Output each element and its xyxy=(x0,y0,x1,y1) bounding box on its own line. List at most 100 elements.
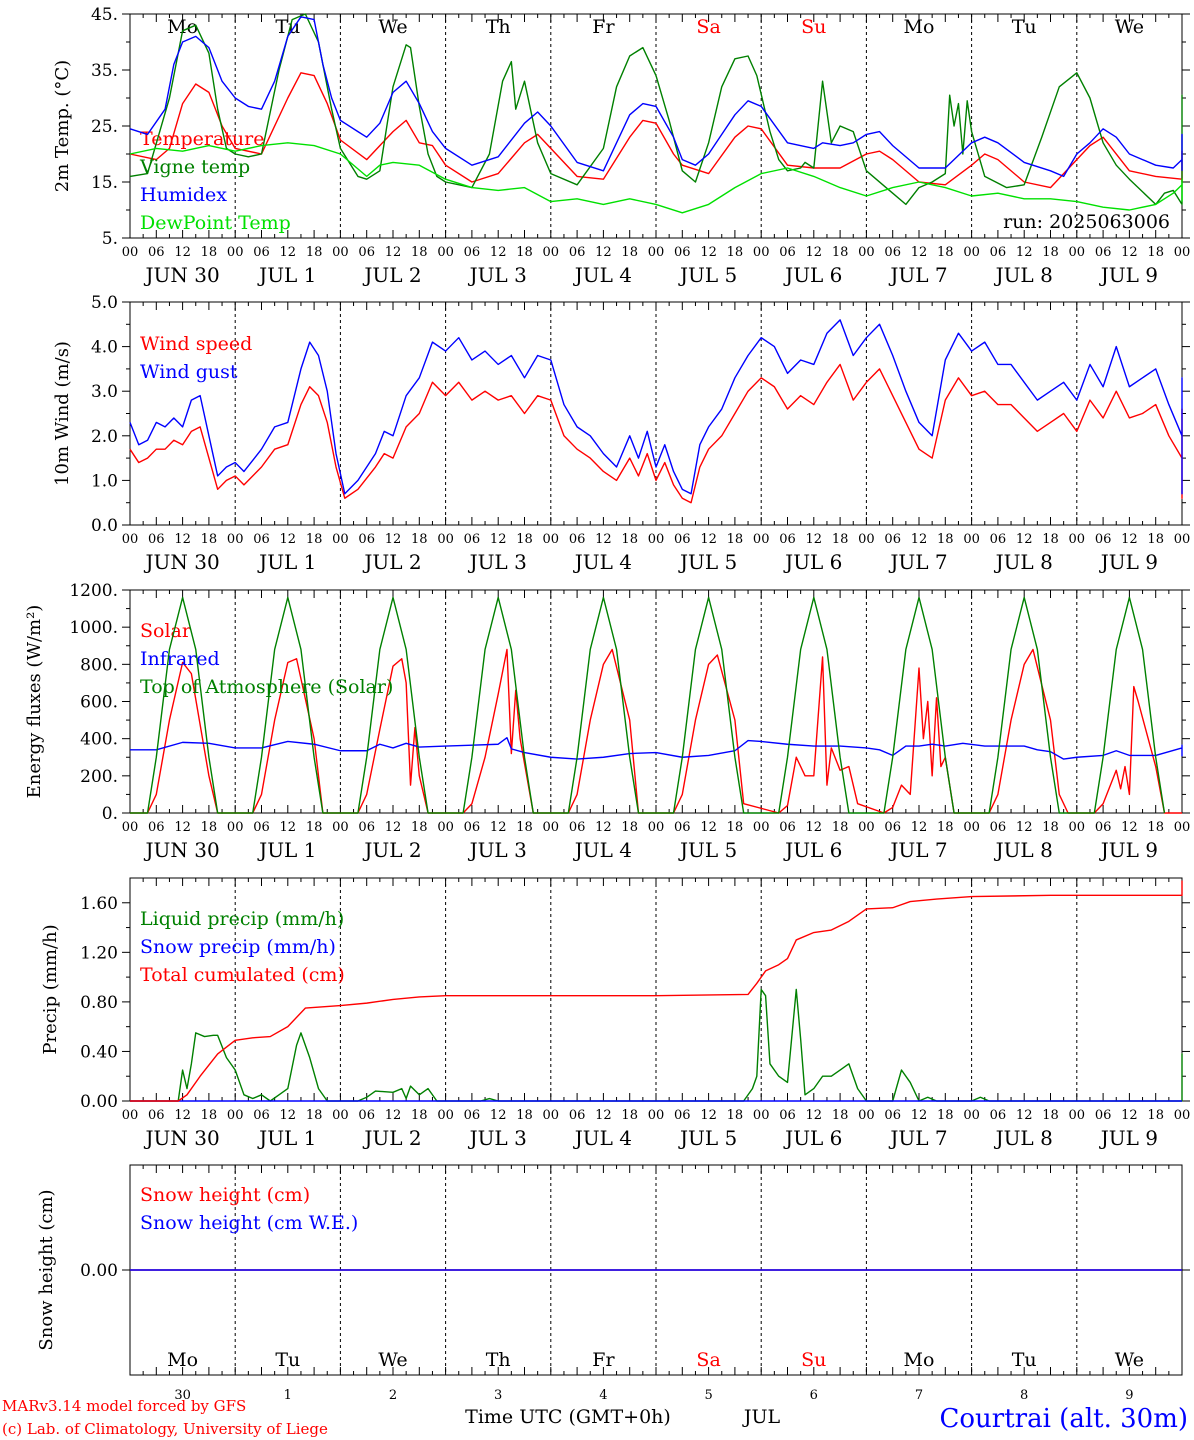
hour-label: 18 xyxy=(306,245,323,260)
date-label: JUL 4 xyxy=(573,263,632,287)
hour-label: 00 xyxy=(122,1108,139,1123)
hour-label: 06 xyxy=(148,245,165,260)
hour-label: 12 xyxy=(700,245,717,260)
hour-label: 12 xyxy=(490,532,507,547)
y-tick-label: 400. xyxy=(80,730,118,750)
hour-label: 00 xyxy=(753,532,770,547)
weekday-label: Tu xyxy=(1012,16,1037,38)
date-label: JUL 7 xyxy=(888,550,947,574)
hour-label: 12 xyxy=(280,532,297,547)
y-tick-label: 2.0 xyxy=(91,427,118,447)
hour-label: 00 xyxy=(437,1108,454,1123)
hour-label: 12 xyxy=(806,532,823,547)
hour-label: 06 xyxy=(990,1108,1007,1123)
hour-label: 06 xyxy=(884,1108,901,1123)
hour-label: 18 xyxy=(516,532,533,547)
date-label: JUL 6 xyxy=(783,838,842,862)
hour-label: 12 xyxy=(1016,1108,1033,1123)
hour-label: 12 xyxy=(1016,245,1033,260)
date-label: JUN 30 xyxy=(144,263,220,287)
series-line-2 xyxy=(129,13,1183,206)
hour-label: 00 xyxy=(1174,532,1191,547)
y-tick-label: 0.40 xyxy=(80,1042,118,1062)
date-label: JUL 1 xyxy=(257,1126,316,1150)
date-label: JUL 8 xyxy=(994,550,1053,574)
copyright-credit: (c) Lab. of Climatology, University of L… xyxy=(2,1420,328,1438)
date-label: JUL 7 xyxy=(888,838,947,862)
panel-5: 0.00 Snow height (cm) Mo Tu We Th Fr Sa Su Mo Tu We… xyxy=(36,1164,1190,1403)
legend-entry: Wind speed xyxy=(140,333,252,355)
y-tick-label: 5.0 xyxy=(91,293,118,313)
hour-label: 06 xyxy=(990,532,1007,547)
series-line-1 xyxy=(130,988,1183,1102)
date-label: JUL 1 xyxy=(257,263,316,287)
hour-label: 18 xyxy=(411,245,428,260)
hour-label: 06 xyxy=(148,1108,165,1123)
hour-label: 18 xyxy=(411,1108,428,1123)
hour-label: 12 xyxy=(280,1108,297,1123)
hour-label: 06 xyxy=(569,245,586,260)
date-label: JUL 8 xyxy=(994,263,1053,287)
date-label: JUL 2 xyxy=(362,838,421,862)
hour-label: 06 xyxy=(253,245,270,260)
hour-label: 12 xyxy=(280,820,297,835)
hour-label: 00 xyxy=(332,1108,349,1123)
hour-label: 18 xyxy=(516,820,533,835)
hour-label: 00 xyxy=(122,245,139,260)
hour-label: 06 xyxy=(674,1108,691,1123)
legend-entry: Vigne temp xyxy=(139,156,250,178)
weekday-label: Th xyxy=(486,1349,511,1371)
hour-label: 06 xyxy=(1095,1108,1112,1123)
hour-label: 00 xyxy=(332,532,349,547)
hour-label: 12 xyxy=(700,532,717,547)
y-tick-label: 35. xyxy=(91,61,118,81)
panel-2: 0.0 1.0 2.0 3.0 4.0 5.0 10m Wind (m/s) 00 06 12 18… xyxy=(52,293,1190,574)
hour-label: 12 xyxy=(174,245,191,260)
hour-label: 18 xyxy=(516,245,533,260)
run-annotation: run: 2025063006 xyxy=(1003,211,1170,233)
weekday-label: Mo xyxy=(904,16,935,38)
panel-4: 0.00 0.40 0.80 1.20 1.60 Precip (mm/h) 00 06 12 1… xyxy=(40,877,1190,1150)
series-line-2 xyxy=(129,319,1183,495)
hour-label: 18 xyxy=(201,820,218,835)
hour-label: 12 xyxy=(806,820,823,835)
panel-1: 5. 15. 25. 35. 45. 2m Temp. (°C) 00 06 12 18 00 06 1… xyxy=(52,5,1190,287)
hour-label: 00 xyxy=(543,245,560,260)
hour-label: 00 xyxy=(963,245,980,260)
day-number: 3 xyxy=(494,1388,502,1403)
hour-label: 00 xyxy=(1069,245,1086,260)
date-label: JUL 2 xyxy=(362,1126,421,1150)
hour-label: 06 xyxy=(779,1108,796,1123)
hour-label: 06 xyxy=(990,820,1007,835)
weekday-label: Mo xyxy=(167,1349,198,1371)
hour-label: 00 xyxy=(122,820,139,835)
hour-label: 00 xyxy=(1174,820,1191,835)
date-label: JUL 6 xyxy=(783,550,842,574)
y-tick-label: 25. xyxy=(91,117,118,137)
weekday-label: Fr xyxy=(592,16,615,38)
hour-label: 00 xyxy=(1069,820,1086,835)
hour-label: 06 xyxy=(884,820,901,835)
weekday-label: Mo xyxy=(904,1349,935,1371)
date-label: JUL 3 xyxy=(468,838,527,862)
hour-label: 00 xyxy=(648,820,665,835)
hour-label: 06 xyxy=(779,532,796,547)
y-tick-label: 0.00 xyxy=(80,1261,118,1281)
hour-label: 06 xyxy=(674,820,691,835)
date-label: JUL 9 xyxy=(1099,838,1158,862)
hour-label: 12 xyxy=(806,245,823,260)
hour-label: 06 xyxy=(464,532,481,547)
hour-label: 06 xyxy=(464,1108,481,1123)
hour-label: 12 xyxy=(911,1108,928,1123)
hour-label: 18 xyxy=(937,532,954,547)
weekday-label: We xyxy=(1115,1349,1144,1371)
hour-label: 12 xyxy=(490,1108,507,1123)
hour-label: 06 xyxy=(1095,245,1112,260)
hour-label: 18 xyxy=(201,245,218,260)
hour-label: 12 xyxy=(595,245,612,260)
weekday-label: Sa xyxy=(696,1349,720,1371)
hour-label: 06 xyxy=(358,1108,375,1123)
hour-label: 06 xyxy=(779,245,796,260)
date-label: JUL 2 xyxy=(362,550,421,574)
hour-label: 06 xyxy=(253,532,270,547)
